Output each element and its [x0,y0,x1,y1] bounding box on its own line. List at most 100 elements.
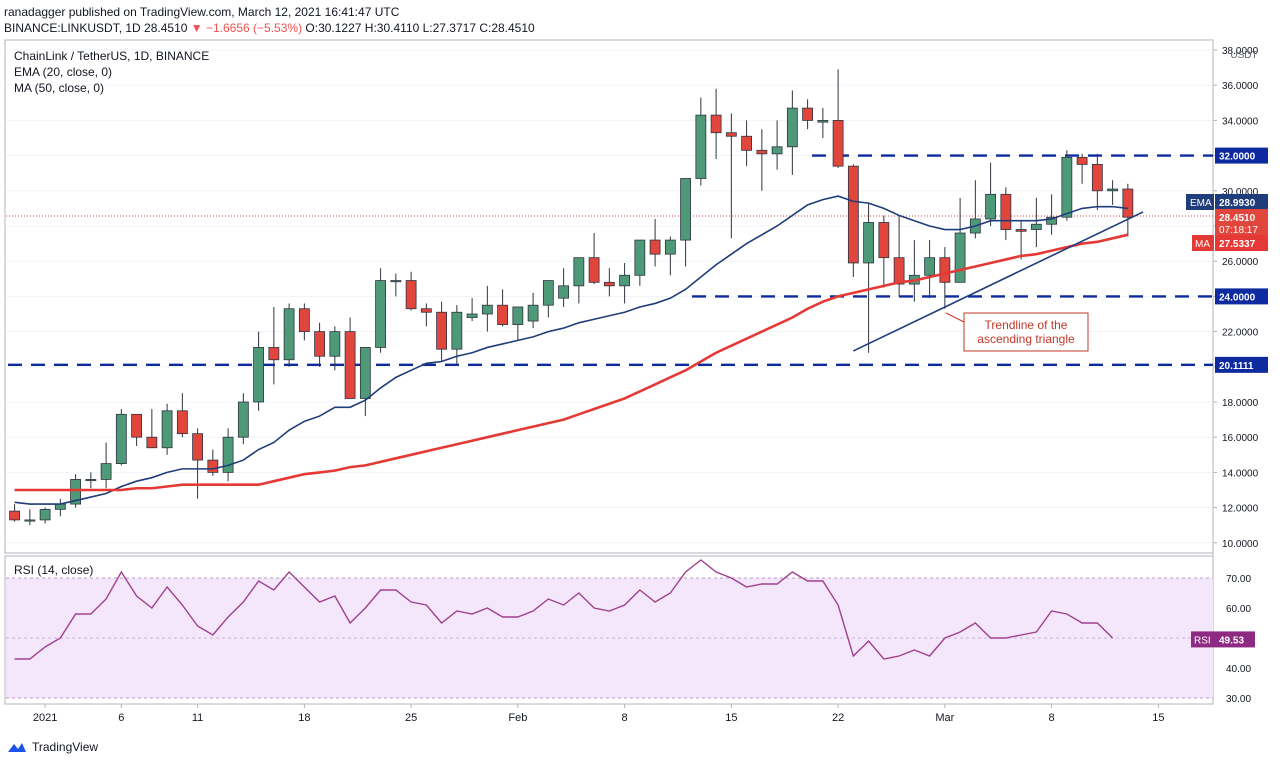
date-label: 15 [725,712,737,724]
candle-down [131,413,143,438]
candle-down [1076,156,1088,165]
candle-down [207,459,219,473]
candle-up [329,331,341,357]
candle-up [924,257,935,276]
candle-up [24,519,36,522]
badge-ma: 27.5337 [1219,239,1256,250]
candle-up [558,285,569,299]
badge-last-price: 28.4510 [1219,213,1256,224]
annotation-box[interactable] [963,312,1089,352]
candle-down [939,257,951,283]
candle-up [283,308,295,361]
candle-up [619,274,630,287]
date-label: 18 [298,712,310,724]
price-tick-label: 30.0000 [1222,187,1259,198]
candle-down [710,114,722,134]
publish-header: ranadagger published on TradingView.com,… [4,4,535,36]
candle-up [253,347,265,403]
candle-down [603,281,615,287]
badge-level-20-bg [1215,356,1268,373]
date-label: Mar [935,712,954,724]
date-label: Feb [508,712,527,724]
date-label: 8 [622,712,628,724]
date-label: 8 [1049,712,1055,724]
candle-up [1046,216,1057,225]
rsi-tick-label: 30.00 [1226,694,1251,705]
candle-up [954,232,966,283]
rsi-tick-label: 70.00 [1226,574,1251,585]
rsi-tag: RSI [1194,635,1211,646]
candle-up [1107,188,1118,192]
chart-legend: ChainLink / TetherUS, 1D, BINANCE EMA (2… [14,48,209,96]
rsi-tick-label: 40.00 [1226,664,1251,675]
candle-up [527,304,539,322]
symbol-line: BINANCE:LINKUSDT, 1D 28.4510 ▼ −1.6656 (… [4,20,535,36]
candle-up [542,280,554,306]
publisher-line: ranadagger published on TradingView.com,… [4,5,400,19]
candle-up [39,508,51,521]
legend-title: ChainLink / TetherUS, 1D, BINANCE [14,49,210,63]
candle-down [1122,188,1134,218]
candle-down [878,222,890,259]
rsi-legend: RSI (14, close) [14,562,93,578]
badge-countdown: 07:18:17 [1219,225,1258,236]
price-tick-label: 10.0000 [1222,539,1259,550]
legend-rsi: RSI (14, close) [14,563,94,577]
candle-up [161,410,173,449]
candle-up [115,413,127,465]
ema-tag: EMA [1190,198,1212,209]
price-tick-label: 22.0000 [1222,328,1259,339]
candle-down [176,410,188,435]
badge-rsi: 49.53 [1219,635,1244,646]
footer-brand[interactable]: TradingView [6,740,98,754]
candle-up [863,222,874,264]
candle-down [420,308,432,313]
rsi-tag-bg [1191,631,1215,648]
date-label: 15 [1152,712,1164,724]
price-change: ▼ −1.6656 (−5.53%) [190,21,303,35]
candle-up [466,313,478,318]
candle-up [1030,223,1042,230]
rsi-band [6,578,1213,698]
candle-down [146,436,158,449]
candle-up [786,107,798,148]
ema-tag-bg [1186,194,1214,210]
rsi-line [14,559,1114,660]
candle-down [314,331,326,357]
price-tick-label: 34.0000 [1222,116,1259,127]
ema-20-line [14,195,1128,505]
candle-up [664,239,676,255]
candle-up [375,280,387,348]
rsi-tick-label: 60.00 [1226,604,1251,615]
annotation-pointer [945,312,965,323]
badge-level-32-bg [1215,147,1268,164]
candle-down [1000,193,1012,230]
badge-level-24-bg [1215,288,1268,305]
candle-up [634,239,646,276]
symbol-name: BINANCE:LINKUSDT, 1D [4,21,141,35]
badge-level-24: 24.0000 [1219,292,1256,303]
badge-ema: 28.9930 [1219,198,1256,209]
candle-up [390,280,402,283]
date-label: 2021 [33,712,57,724]
candle-up [1061,156,1073,218]
candle-up [680,178,691,241]
date-label: 25 [405,712,417,724]
price-tick-label: 26.0000 [1222,257,1259,268]
candle-down [344,331,356,399]
last-price-bg [1215,209,1268,237]
tradingview-logo-icon [8,743,26,752]
badge-level-32: 32.0000 [1219,152,1256,163]
candle-down [405,280,417,310]
ascending-trendline[interactable] [853,211,1144,352]
candle-down [9,510,21,521]
annotation-line-2: ascending triangle [977,332,1075,346]
candle-up [573,257,585,287]
legend-ma: MA (50, close, 0) [14,81,105,95]
candle-up [451,311,463,350]
candle-down [1091,163,1103,192]
candle-down [802,107,813,121]
badge-ema-bg [1215,194,1268,210]
candle-up [771,146,783,155]
